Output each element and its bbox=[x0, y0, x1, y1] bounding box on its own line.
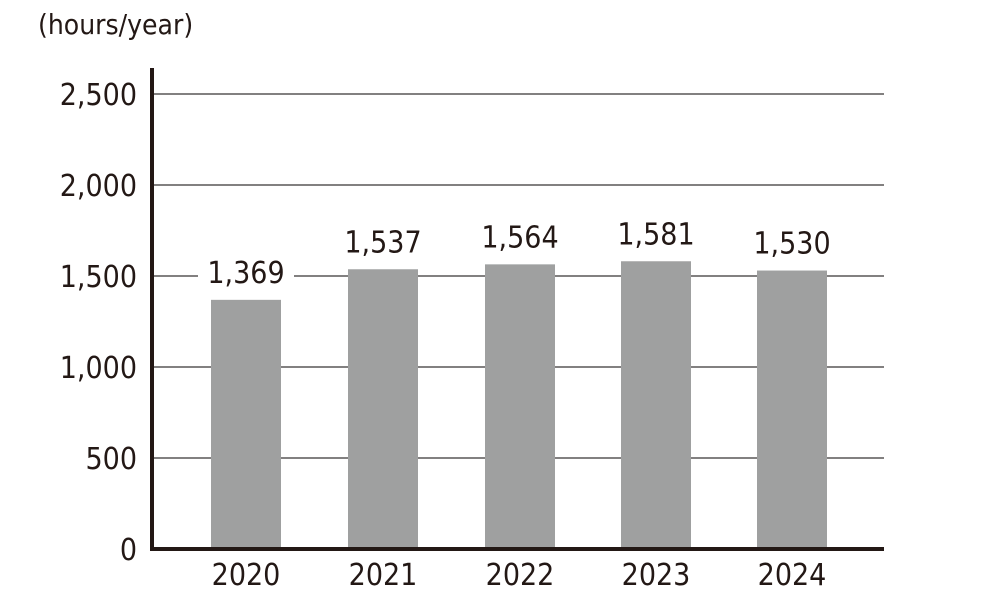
y-tick-label: 0 bbox=[120, 533, 137, 568]
bar-2024 bbox=[757, 270, 827, 549]
y-axis-unit-label: (hours/year) bbox=[38, 8, 193, 41]
y-tick-label: 1,500 bbox=[60, 260, 137, 295]
x-axis-tick-labels: 2020 2021 2022 2023 2024 bbox=[212, 558, 827, 593]
data-label-2020: 1,369 bbox=[207, 256, 284, 291]
bar-2021 bbox=[348, 269, 418, 549]
data-label-backing bbox=[608, 216, 704, 251]
x-tick-label-2023: 2023 bbox=[622, 558, 691, 593]
bars bbox=[211, 261, 827, 549]
y-tick-label: 500 bbox=[85, 442, 137, 477]
x-tick-label-2020: 2020 bbox=[212, 558, 281, 593]
x-tick-label-2021: 2021 bbox=[349, 558, 418, 593]
data-labels: 1,369 1,537 1,564 1,581 1,530 bbox=[198, 216, 840, 291]
data-label-backing bbox=[335, 224, 431, 259]
data-label-2021: 1,537 bbox=[344, 225, 421, 260]
y-tick-label: 2,500 bbox=[60, 78, 137, 113]
y-tick-label: 2,000 bbox=[60, 169, 137, 204]
y-tick-label: 1,000 bbox=[60, 351, 137, 386]
data-label-backing bbox=[744, 225, 840, 260]
y-axis-tick-labels: 0 500 1,000 1,500 2,000 2,500 bbox=[60, 78, 137, 568]
bar-2022 bbox=[485, 264, 555, 549]
data-label-backing bbox=[198, 254, 294, 289]
x-tick-label-2024: 2024 bbox=[758, 558, 827, 593]
data-label-backing bbox=[472, 219, 568, 254]
data-label-2022: 1,564 bbox=[481, 220, 558, 255]
data-label-2023: 1,581 bbox=[617, 217, 694, 252]
bar-2023 bbox=[621, 261, 691, 549]
data-label-2024: 1,530 bbox=[753, 227, 830, 262]
bar-2020 bbox=[211, 299, 281, 549]
x-tick-label-2022: 2022 bbox=[486, 558, 555, 593]
